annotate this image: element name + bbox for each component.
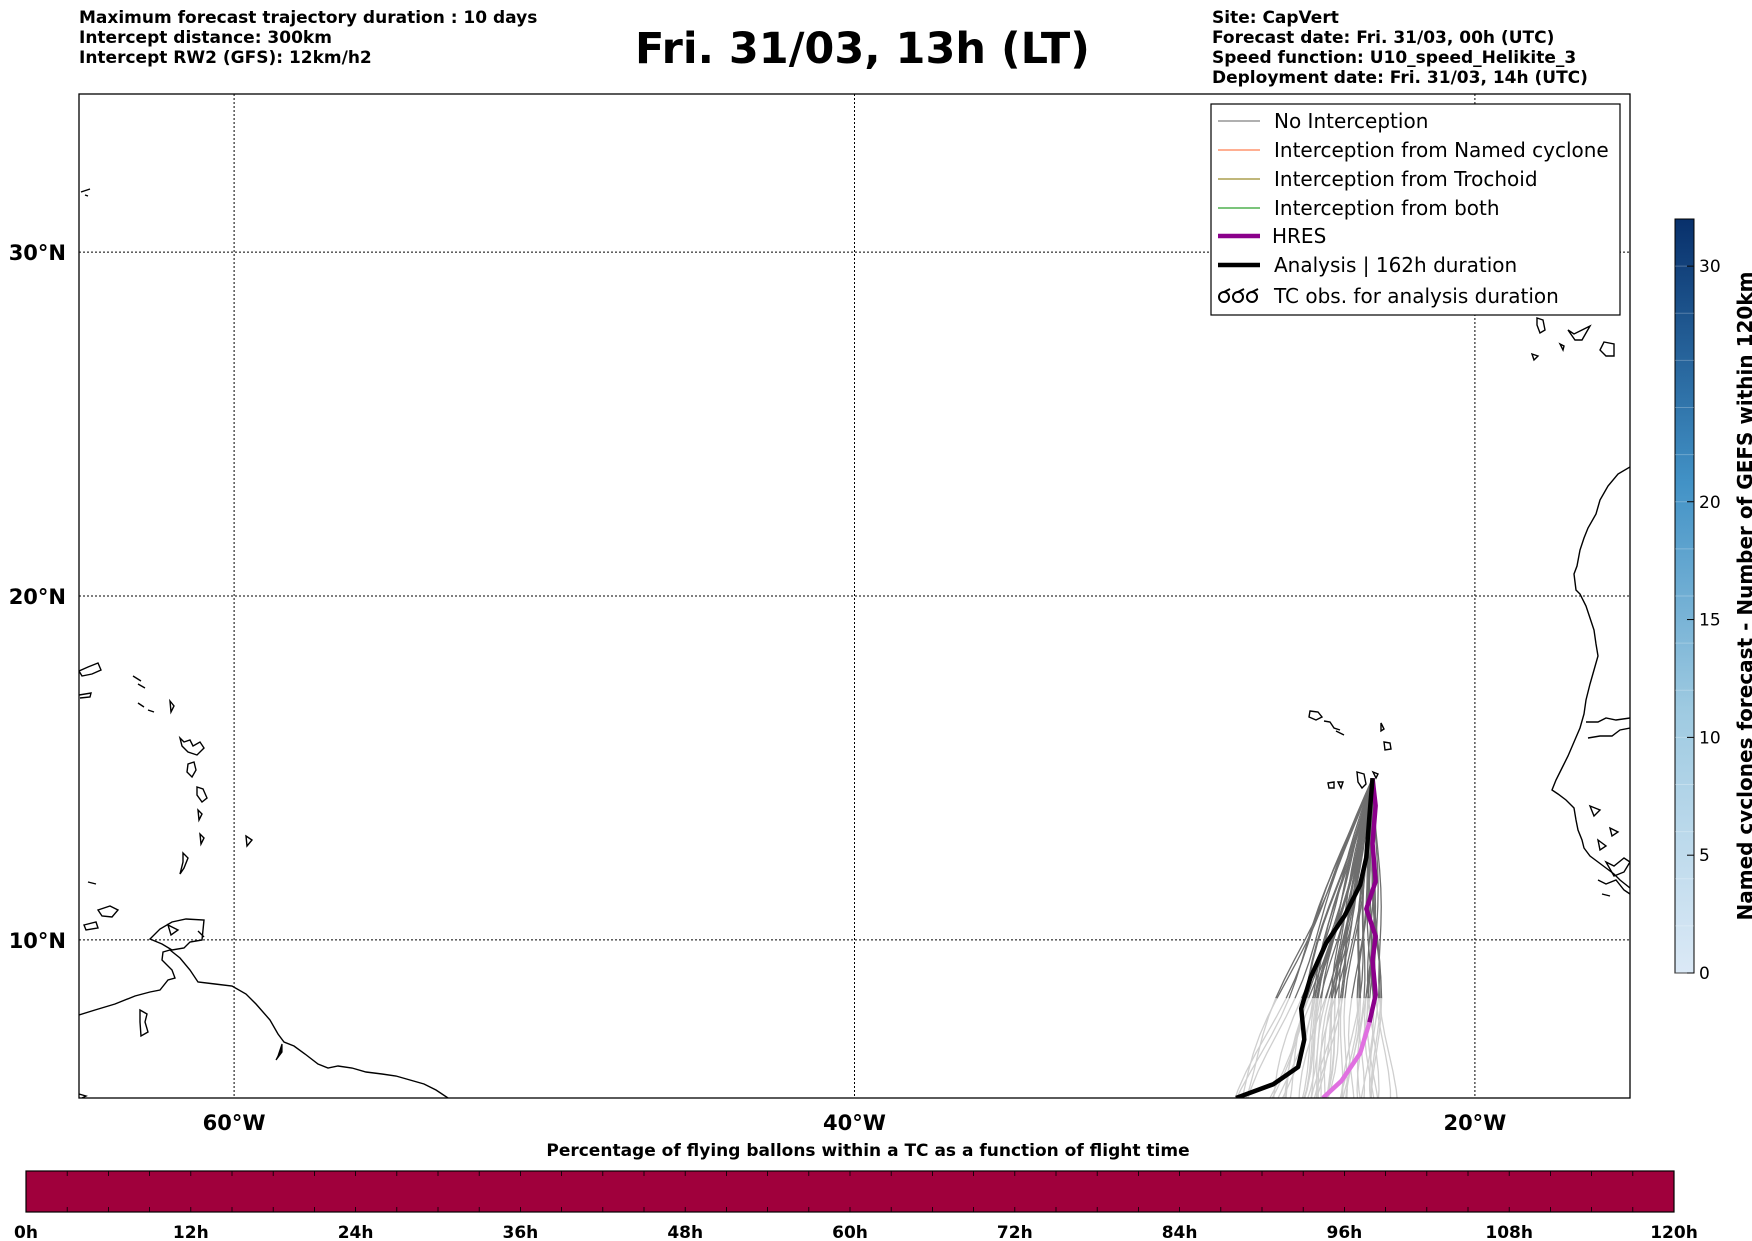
site-line-2: Forecast date: Fri. 31/03, 00h (UTC) <box>1212 28 1555 48</box>
colorbar-tick-label: 20 <box>1699 493 1721 513</box>
header-line-2: Intercept distance: 300km <box>79 28 332 48</box>
lon-tick-label: 40°W <box>823 1111 886 1135</box>
ensemble-track <box>1305 778 1374 999</box>
ensemble-track-late <box>1315 998 1332 1098</box>
tc-obs-symbol-icon <box>1218 288 1259 303</box>
site-info: Site: CapVert Forecast date: Fri. 31/03,… <box>1212 8 1588 88</box>
bottom-colorbar-tick-label: 12h <box>173 1223 209 1241</box>
ensemble-track-late <box>1303 998 1319 1098</box>
legend-label-no-interception: No Interception <box>1274 109 1428 133</box>
legend: No Interception Interception from Named … <box>1210 103 1621 316</box>
ensemble-track-late <box>1360 998 1375 1098</box>
bottom-colorbar-tick-label: 72h <box>997 1223 1033 1241</box>
ensemble-track-late <box>1234 997 1287 1098</box>
trajectory-layer <box>1234 777 1398 1098</box>
ensemble-track-late <box>1378 998 1398 1098</box>
header-line-3: Intercept RW2 (GFS): 12km/h2 <box>79 48 372 68</box>
colorbar-tick-label: 15 <box>1699 611 1721 631</box>
ensemble-track-late <box>1368 998 1380 1098</box>
longitude-labels: 60°W 40°W 20°W <box>203 1111 1507 1135</box>
ensemble-track-late <box>1310 998 1321 1098</box>
colorbar-tick-label: 5 <box>1699 846 1710 866</box>
lat-tick-label: 30°N <box>9 241 66 265</box>
bottom-colorbar-title: Percentage of flying ballons within a TC… <box>546 1141 1189 1161</box>
ensemble-track-late <box>1363 998 1375 1098</box>
ensemble-track-late <box>1342 998 1362 1098</box>
ensemble-track-late <box>1245 998 1277 1098</box>
ensemble-track-late <box>1317 998 1336 1098</box>
ensemble-track <box>1294 778 1374 999</box>
right-colorbar: 0 5 10 15 20 30 Named cyclones forecast - Num… <box>1674 218 1752 984</box>
right-colorbar-ticks: 0 5 10 15 20 30 <box>1687 257 1721 984</box>
bottom-colorbar-tick-label: 24h <box>338 1223 374 1241</box>
bottom-colorbar-tick-label: 96h <box>1327 1223 1363 1241</box>
lat-tick-label: 20°N <box>9 585 66 609</box>
ensemble-track-late <box>1313 998 1344 1098</box>
legend-label-tc-obs: TC obs. for analysis duration <box>1273 284 1559 308</box>
ensemble-track <box>1275 777 1374 999</box>
site-line-3: Speed function: U10_speed_Helikite_3 <box>1212 48 1577 68</box>
analysis-trajectory <box>1235 778 1375 1098</box>
ensemble-track-late <box>1307 998 1323 1098</box>
bottom-colorbar-tick-label: 60h <box>832 1223 868 1241</box>
ensemble-track-late <box>1341 998 1361 1098</box>
legend-label-trochoid: Interception from Trochoid <box>1274 167 1538 191</box>
ensemble-track <box>1314 778 1374 999</box>
ensemble-track-late <box>1273 998 1303 1098</box>
legend-label-hres: HRES <box>1272 224 1326 248</box>
ensemble-track <box>1317 778 1374 999</box>
legend-label-both: Interception from both <box>1274 196 1500 220</box>
colorbar-tick-label: 30 <box>1699 257 1721 277</box>
ensemble-track-late <box>1301 998 1316 1098</box>
bottom-colorbar-bar <box>25 1170 1675 1213</box>
lat-tick-label: 10°N <box>9 929 66 953</box>
right-colorbar-label: Named cyclones forecast - Number of GEFS… <box>1733 272 1752 921</box>
lon-tick-label: 60°W <box>203 1111 266 1135</box>
bottom-colorbar-tick-label: 48h <box>667 1223 703 1241</box>
ensemble-track-late <box>1241 997 1278 1098</box>
bottom-colorbar-tick-label: 0h <box>14 1223 38 1241</box>
legend-label-analysis: Analysis | 162h duration <box>1274 253 1517 277</box>
ensemble-track-late <box>1298 998 1326 1098</box>
ensemble-track <box>1288 777 1374 999</box>
header-line-1: Maximum forecast trajectory duration : 1… <box>79 8 538 28</box>
lon-tick-label: 20°W <box>1443 1111 1506 1135</box>
ensemble-track-late <box>1277 998 1316 1098</box>
ensemble-track-late <box>1323 998 1333 1098</box>
hres-trajectory-late <box>1321 1021 1372 1098</box>
bottom-colorbar-tick-label: 120h <box>1650 1223 1698 1241</box>
ensemble-track-late <box>1347 998 1355 1098</box>
colorbar-tick-label: 10 <box>1699 728 1721 748</box>
right-colorbar-scale <box>1674 218 1695 974</box>
map-frame <box>78 93 1631 1099</box>
bottom-colorbar-tick-label: 108h <box>1485 1223 1533 1241</box>
site-line-4: Deployment date: Fri. 31/03, 14h (UTC) <box>1212 68 1588 88</box>
ensemble-track-late <box>1325 998 1333 1098</box>
ensemble-track-late <box>1236 998 1290 1098</box>
ensemble-track-late <box>1247 998 1296 1098</box>
bottom-colorbar-tick-label: 84h <box>1162 1223 1198 1241</box>
ensemble-track-late <box>1343 998 1348 1098</box>
colorbar-tick-label: 0 <box>1699 964 1710 984</box>
bottom-colorbar: Percentage of flying ballons within a TC… <box>14 1141 1698 1241</box>
ensemble-track-late <box>1310 998 1342 1098</box>
ensemble-track-late <box>1375 998 1392 1098</box>
legend-label-named-cyclone: Interception from Named cyclone <box>1274 138 1609 162</box>
hres-trajectory <box>1364 777 1378 1023</box>
site-line-1: Site: CapVert <box>1212 8 1339 28</box>
legend-box <box>1210 103 1621 316</box>
bottom-colorbar-tick-label: 36h <box>503 1223 539 1241</box>
forecast-settings: Maximum forecast trajectory duration : 1… <box>79 8 537 68</box>
ensemble-track-late <box>1370 998 1382 1098</box>
coastlines <box>79 188 1630 1098</box>
ensemble-track <box>1339 778 1374 999</box>
ensemble-track-late <box>1339 998 1344 1098</box>
map-title: Fri. 31/03, 13h (LT) <box>635 24 1090 74</box>
bottom-colorbar-ticks: 0h 12h 24h 36h 48h 60h 72h 84h 96h 108h 120h <box>14 1171 1698 1241</box>
latitude-labels: 30°N 20°N 10°N <box>9 241 66 953</box>
